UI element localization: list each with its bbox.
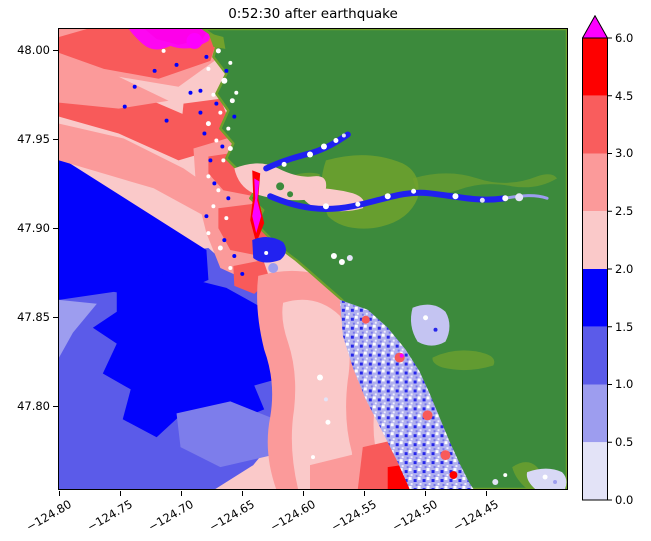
x-tick-label: −124.80 [23, 497, 74, 535]
x-tick-label: −124.60 [267, 497, 318, 535]
x-tick-mark [59, 491, 60, 496]
y-tick-label: 47.95 [17, 132, 50, 146]
north-coast-speckles [122, 48, 245, 276]
colorbar-tick-label: 1.5 [615, 320, 634, 334]
x-tick-mark [120, 491, 121, 496]
x-tick-mark [486, 491, 487, 496]
x-tick-mark [242, 491, 243, 496]
map-canvas [59, 29, 567, 489]
colorbar-tick-label: 3.0 [615, 146, 634, 160]
x-tick-mark [425, 491, 426, 496]
y-tick-mark [53, 139, 58, 140]
colorbar-tick-label: 1.0 [615, 377, 634, 391]
map-plot-area [58, 28, 568, 490]
x-tick-label: −124.45 [450, 497, 501, 535]
colorbar-over-arrow [582, 15, 609, 39]
colorbar-tick-marks [607, 37, 612, 501]
ocean-blue-layer [59, 156, 309, 489]
colorbar-segment [582, 38, 608, 96]
colorbar-tick-label: 2.0 [615, 262, 634, 276]
colorbar-segment [582, 442, 608, 500]
colorbar-segment [582, 326, 608, 385]
colorbar-segment [582, 153, 608, 212]
x-tick-label: −124.70 [145, 497, 196, 535]
river-estuary-layer [234, 131, 549, 273]
x-tick-label: −124.55 [328, 497, 379, 535]
x-tick-mark [364, 491, 365, 496]
y-tick-label: 47.80 [17, 399, 50, 413]
x-tick-mark [303, 491, 304, 496]
x-tick-label: −124.75 [84, 497, 135, 535]
wave-red-cluster-north [59, 29, 231, 219]
colorbar [582, 15, 612, 501]
colorbar-segment [582, 95, 608, 154]
plot-title: 0:52:30 after earthquake [228, 6, 398, 22]
y-tick-mark [53, 50, 58, 51]
coastal-speckle-band [339, 299, 567, 489]
x-tick-label: −124.50 [389, 497, 440, 535]
colorbar-segment [582, 269, 608, 327]
x-tick-label: −124.65 [206, 497, 257, 535]
x-tick-mark [181, 491, 182, 496]
colorbar-tick-label: 2.5 [615, 204, 634, 218]
y-tick-label: 47.90 [17, 221, 50, 235]
y-tick-label: 48.00 [17, 43, 50, 57]
colorbar-segment [582, 384, 608, 443]
colorbar-tick-label: 0.0 [615, 493, 634, 507]
y-tick-mark [53, 228, 58, 229]
colorbar-segment [582, 211, 608, 269]
colorbar-tick-label: 6.0 [615, 31, 634, 45]
y-tick-mark [53, 406, 58, 407]
y-tick-label: 47.85 [17, 310, 50, 324]
colorbar-tick-label: 0.5 [615, 435, 634, 449]
y-tick-mark [53, 317, 58, 318]
colorbar-tick-label: 4.5 [615, 89, 634, 103]
